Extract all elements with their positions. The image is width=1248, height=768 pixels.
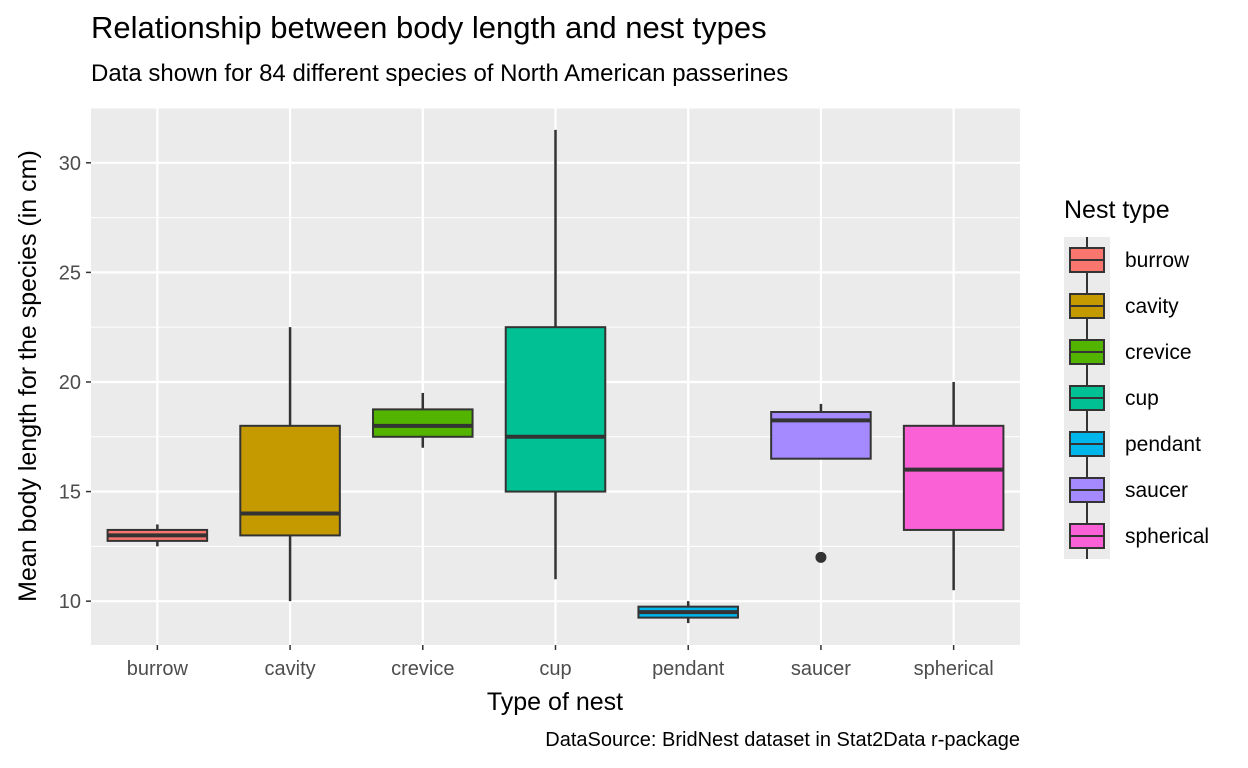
legend-item-cavity: cavity bbox=[1064, 283, 1179, 329]
y-axis-ticks: 10 15 20 25 30 bbox=[59, 153, 91, 613]
x-axis-title: Type of nest bbox=[487, 688, 623, 716]
outlier-point bbox=[815, 551, 827, 563]
box-body bbox=[902, 424, 1005, 531]
x-tick-label: pendant bbox=[652, 658, 725, 680]
legend: Nest type burrow cavity crevice cup pendant s… bbox=[1064, 196, 1209, 559]
legend-label: cup bbox=[1125, 387, 1159, 410]
legend-label: spherical bbox=[1125, 525, 1209, 548]
box-body bbox=[372, 408, 474, 438]
y-tick-label: 10 bbox=[59, 591, 81, 613]
legend-item-cup: cup bbox=[1064, 375, 1159, 421]
legend-label: pendant bbox=[1125, 433, 1201, 456]
box-crevice bbox=[372, 392, 474, 448]
legend-item-spherical: spherical bbox=[1064, 513, 1209, 559]
legend-item-burrow: burrow bbox=[1064, 237, 1190, 283]
x-tick-label: spherical bbox=[914, 658, 994, 680]
box-pendant bbox=[637, 601, 739, 624]
y-tick-label: 25 bbox=[59, 262, 81, 284]
box-burrow bbox=[106, 524, 209, 547]
x-axis-ticks: burrow cavity crevice cup pendant saucer spher… bbox=[127, 645, 994, 680]
box-spherical bbox=[902, 381, 1005, 591]
legend-label: burrow bbox=[1125, 249, 1190, 272]
box-saucer bbox=[770, 403, 872, 563]
y-axis-title: Mean body length for the species (in cm) bbox=[14, 150, 42, 602]
x-tick-label: saucer bbox=[791, 658, 851, 680]
legend-label: crevice bbox=[1125, 341, 1192, 364]
chart-title: Relationship between body length and nes… bbox=[91, 10, 767, 45]
data-source-caption: DataSource: BridNest dataset in Stat2Dat… bbox=[545, 729, 1020, 751]
y-tick-label: 30 bbox=[59, 153, 81, 175]
box-cup bbox=[504, 129, 607, 580]
y-tick-label: 20 bbox=[59, 372, 81, 394]
legend-label: saucer bbox=[1125, 479, 1188, 502]
legend-item-pendant: pendant bbox=[1064, 421, 1201, 467]
box-cavity bbox=[239, 327, 341, 602]
chart-subtitle: Data shown for 84 different species of N… bbox=[91, 60, 789, 87]
legend-label: cavity bbox=[1125, 295, 1179, 318]
box-body bbox=[504, 326, 607, 493]
x-tick-label: crevice bbox=[391, 658, 454, 680]
legend-item-saucer: saucer bbox=[1064, 467, 1188, 513]
boxes bbox=[106, 129, 1005, 624]
x-tick-label: cup bbox=[539, 658, 571, 680]
legend-title: Nest type bbox=[1064, 196, 1170, 224]
x-tick-label: burrow bbox=[127, 658, 189, 680]
x-tick-label: cavity bbox=[265, 658, 316, 680]
legend-item-crevice: crevice bbox=[1064, 329, 1192, 375]
y-tick-label: 15 bbox=[59, 482, 81, 504]
box-body bbox=[239, 424, 341, 537]
